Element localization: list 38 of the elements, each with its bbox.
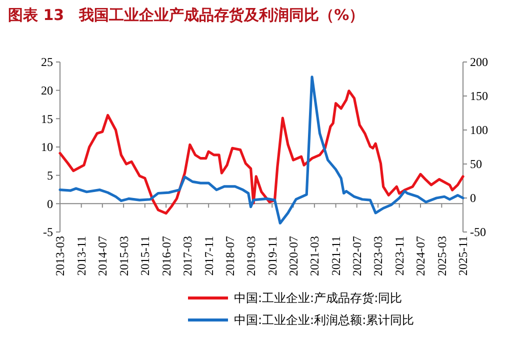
x-tick-label: 2020-07 — [286, 236, 300, 276]
x-tick-label: 2015-11 — [138, 236, 152, 276]
y2-tick-label: 150 — [470, 89, 488, 104]
y-tick-label: 25 — [41, 55, 53, 70]
x-tick-label: 2021-11 — [328, 236, 343, 276]
line-series — [58, 90, 464, 215]
x-tick-label: 2017-03 — [180, 236, 194, 276]
y-tick-label: 0 — [47, 196, 53, 211]
x-tick-label: 2025-03 — [434, 236, 449, 276]
legend-label: 中国:工业企业:产成品存货:同比 — [234, 291, 402, 306]
y-tick-label: 10 — [41, 140, 53, 154]
y2-tick-label: 0 — [470, 191, 476, 206]
x-tick-label: 2025-11 — [456, 236, 470, 276]
chart-title: 图表 13 我国工业企业产成品存货及利润同比（%） — [8, 6, 364, 24]
x-tick-label: 2022-07 — [350, 236, 364, 276]
y2-tick-label: 50 — [470, 157, 482, 172]
x-tick-label: 2013-11 — [74, 236, 89, 276]
legend-label: 中国:工业企业:利润总额:累计同比 — [234, 313, 414, 328]
x-tick-label: 2013-03 — [53, 236, 68, 276]
y-tick-label: 5 — [47, 168, 53, 183]
y-tick-label: 15 — [41, 112, 53, 126]
x-tick-label: 2023-11 — [392, 236, 407, 276]
x-tick-label: 2019-11 — [265, 236, 280, 276]
y2-tick-label: 100 — [470, 123, 488, 138]
line-series — [58, 76, 464, 224]
x-tick-label: 2017-11 — [202, 236, 216, 276]
x-tick-label: 2014-07 — [96, 236, 110, 276]
y-tick-label: -5 — [43, 225, 53, 240]
y-tick-label: 20 — [41, 84, 53, 98]
x-tick-label: 2015-03 — [116, 236, 131, 276]
y2-tick-label: -50 — [470, 225, 486, 240]
x-tick-label: 2024-07 — [414, 236, 428, 276]
x-tick-label: 2016-07 — [159, 236, 174, 276]
x-tick-label: 2021-03 — [308, 236, 322, 276]
y2-tick-label: 200 — [470, 55, 488, 70]
x-tick-label: 2019-03 — [244, 236, 258, 276]
x-tick-label: 2018-07 — [222, 236, 237, 276]
x-tick-label: 2023-03 — [371, 236, 386, 276]
